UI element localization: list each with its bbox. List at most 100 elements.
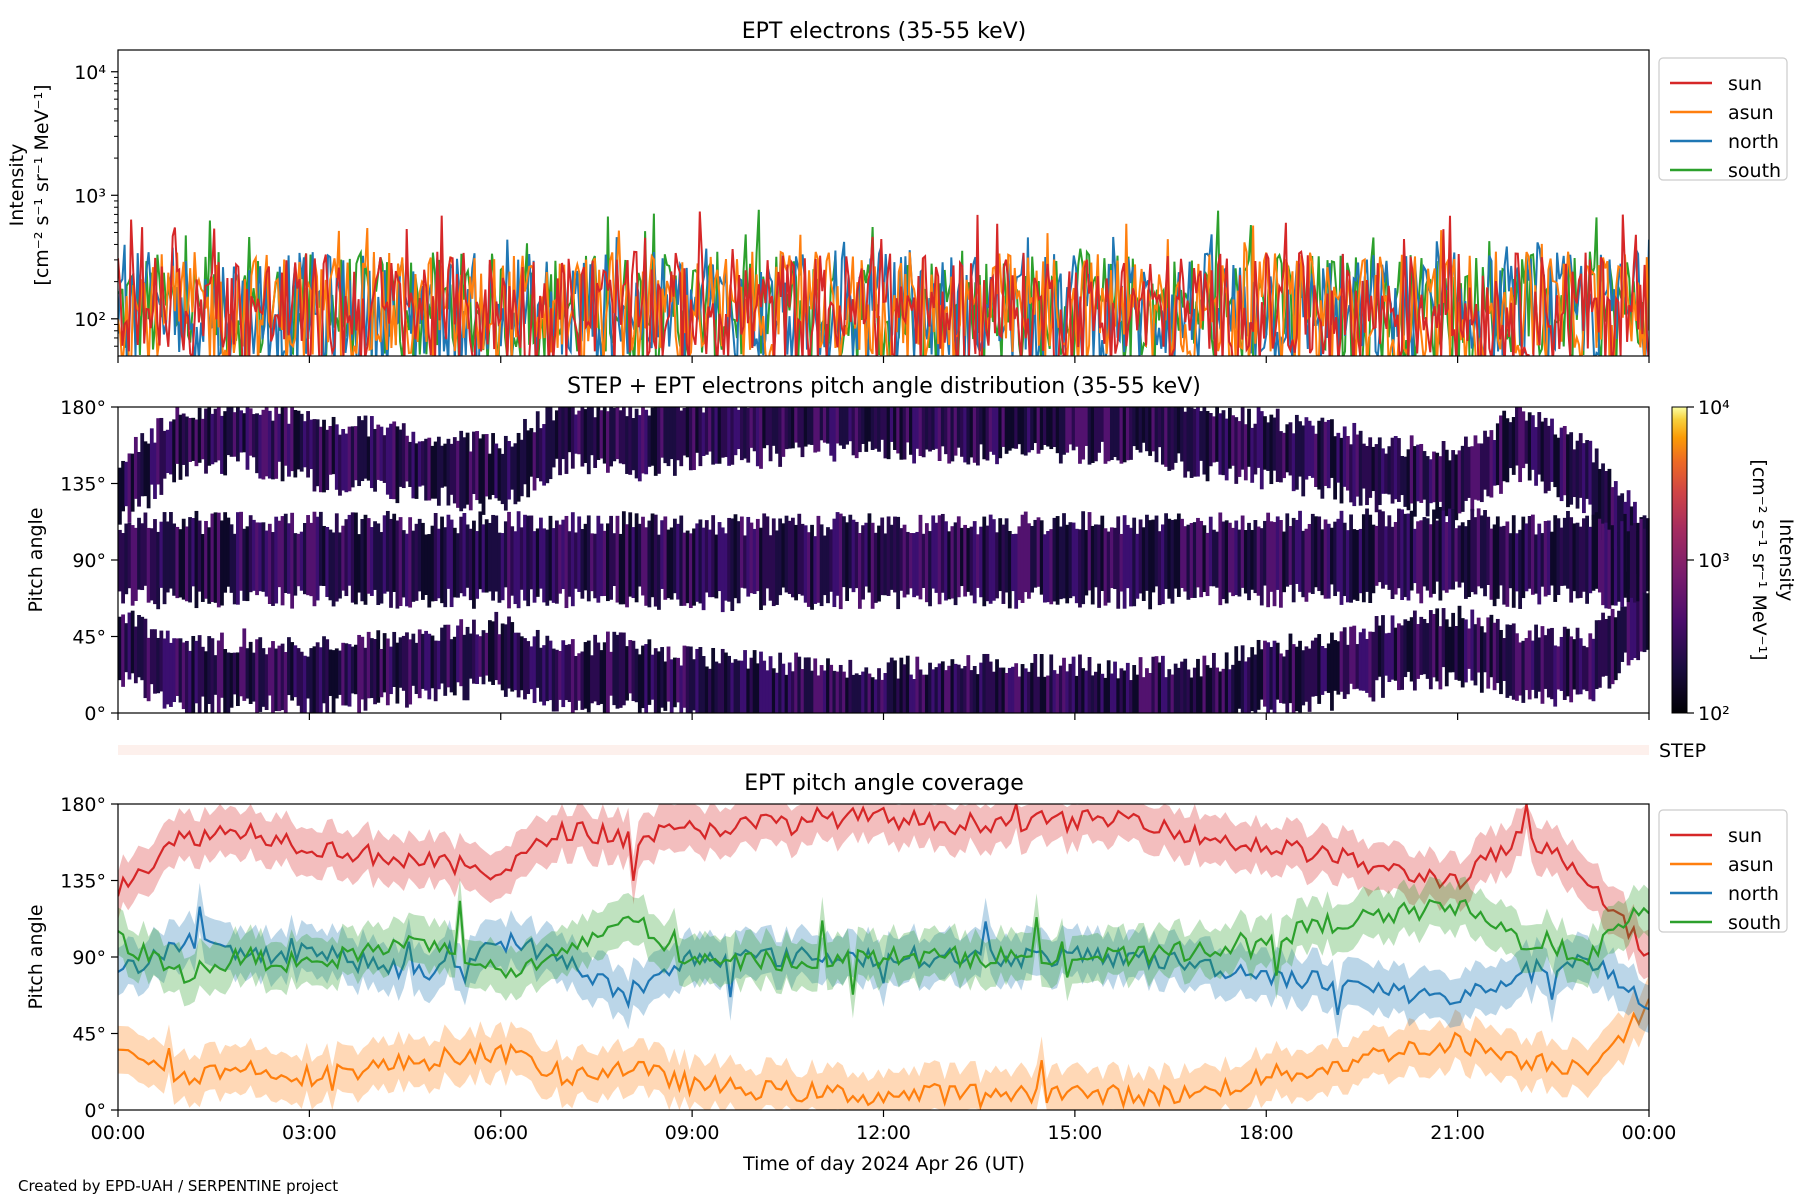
heatmap-cell	[178, 529, 183, 598]
heatmap-cell	[1559, 527, 1564, 586]
heatmap-cell	[449, 639, 454, 693]
heatmap-cell	[937, 515, 942, 605]
heatmap-cell	[1336, 518, 1341, 592]
heatmap-cell	[657, 651, 661, 713]
heatmap-cell	[1186, 524, 1191, 600]
heatmap-cell	[411, 530, 416, 602]
heatmap-cell	[1301, 650, 1306, 706]
heatmap-cell	[1046, 407, 1050, 447]
heatmap-cell	[1527, 515, 1532, 589]
heatmap-cell	[1412, 528, 1417, 584]
heatmap-cell	[1633, 587, 1637, 659]
heatmap-cell	[1062, 407, 1066, 455]
heatmap-cell	[561, 407, 566, 460]
heatmap-cell	[1550, 531, 1554, 586]
heatmap-cell	[1384, 633, 1389, 676]
heatmap-cell	[207, 527, 212, 604]
heatmap-cell	[465, 432, 470, 505]
heatmap-cell	[1349, 626, 1353, 684]
heatmap-cell	[1569, 432, 1574, 505]
heatmap-cell	[950, 659, 955, 713]
heatmap-cell	[1486, 516, 1491, 585]
heatmap-cell	[271, 641, 275, 713]
heatmap-cell	[672, 407, 677, 476]
heatmap-cell	[676, 407, 680, 461]
heatmap-cell	[826, 407, 830, 444]
heatmap-cell	[931, 669, 936, 713]
heatmap-cell	[153, 629, 157, 694]
heatmap-cell	[963, 666, 968, 713]
heatmap-cell	[200, 418, 205, 460]
heatmap-cell	[982, 653, 987, 713]
heatmap-cell	[832, 407, 837, 462]
heatmap-cell	[408, 441, 413, 487]
heatmap-cell	[797, 513, 802, 595]
heatmap-cell	[296, 533, 301, 587]
heatmap-cell	[133, 436, 138, 499]
legend-label-sun: sun	[1728, 73, 1762, 95]
heatmap-cell	[1400, 625, 1405, 690]
heatmap-cell	[1180, 407, 1184, 462]
heatmap-cell	[1578, 638, 1583, 695]
heatmap-cell	[1368, 514, 1373, 603]
heatmap-cell	[1387, 515, 1392, 590]
heatmap-cell	[902, 664, 907, 713]
heatmap-cell	[1342, 426, 1347, 487]
heatmap-cell	[666, 407, 671, 467]
heatmap-cell	[835, 671, 840, 713]
heatmap-cell	[816, 675, 821, 713]
heatmap-cell	[621, 632, 626, 706]
heatmap-cell	[236, 407, 240, 462]
heatmap-cell	[768, 407, 773, 462]
heatmap-cell	[921, 533, 926, 588]
heatmap-cell	[653, 407, 658, 476]
heatmap-cell	[762, 660, 767, 713]
heatmap-cell	[299, 413, 304, 472]
heatmap-columns	[118, 407, 1650, 713]
heatmap-cell	[873, 679, 878, 713]
heatmap-cell	[1403, 456, 1408, 507]
heatmap-cell	[137, 517, 141, 590]
heatmap-cell	[191, 635, 196, 713]
heatmap-cell	[175, 638, 180, 696]
heatmap-cell	[497, 448, 502, 501]
heatmap-cell	[523, 514, 527, 601]
heatmap-cell	[899, 528, 904, 591]
heatmap-cell	[1065, 407, 1070, 453]
heatmap-cell	[1256, 407, 1261, 468]
heatmap-cell	[1553, 515, 1558, 602]
heatmap-cell	[688, 533, 693, 609]
heatmap-cell	[861, 671, 865, 713]
heatmap-cell	[730, 407, 735, 465]
heatmap-cell	[293, 409, 298, 478]
heatmap-cell	[554, 410, 559, 459]
heatmap-cell	[427, 534, 432, 608]
heatmap-cell	[1543, 635, 1548, 689]
heatmap-cell	[421, 522, 425, 600]
heatmap-cell	[535, 411, 540, 479]
heatmap-cell	[1546, 628, 1551, 698]
heatmap-cell	[765, 670, 770, 713]
heatmap-cell	[1333, 640, 1338, 691]
heatmap-cell	[791, 407, 795, 449]
heatmap-cell	[822, 670, 827, 713]
panel-pitch-angle-distribution: STEP + EPT electrons pitch angle distrib…	[25, 374, 1797, 725]
heatmap-cell	[1342, 627, 1347, 699]
heatmap-cell	[427, 437, 432, 501]
heatmap-cell	[184, 526, 189, 602]
heatmap-cell	[1122, 670, 1127, 713]
heatmap-cell	[1502, 638, 1507, 681]
heatmap-cell	[405, 435, 409, 482]
heatmap-cell	[1001, 667, 1006, 713]
heatmap-cell	[1377, 625, 1382, 677]
heatmap-cell	[1588, 440, 1593, 505]
heatmap-cell	[759, 651, 763, 713]
heatmap-cell	[1154, 656, 1159, 713]
heatmap-cell	[1511, 515, 1516, 608]
heatmap-cell	[669, 407, 674, 460]
heatmap-cell	[1263, 416, 1267, 470]
heatmap-cell	[870, 407, 875, 450]
heatmap-cell	[363, 415, 368, 479]
